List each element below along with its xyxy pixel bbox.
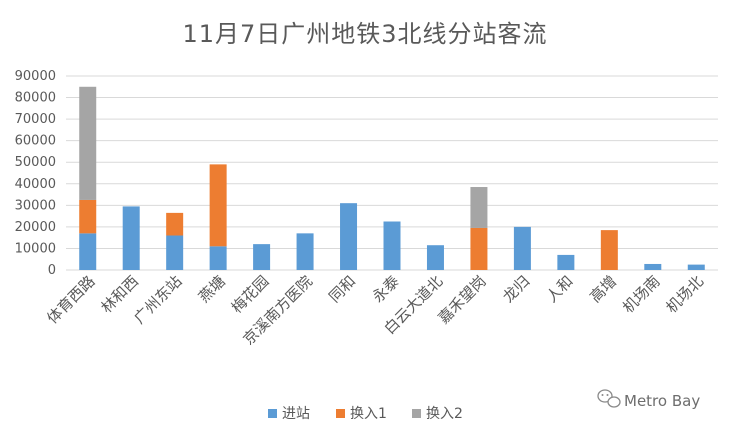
watermark: Metro Bay <box>597 389 700 410</box>
bar-segment <box>79 233 97 270</box>
bar-segment <box>557 254 575 270</box>
bar-segment <box>600 230 618 270</box>
bar-segment <box>513 226 531 270</box>
wechat-icon <box>597 389 621 408</box>
x-tick-label: 永泰 <box>369 272 403 306</box>
x-tick-label: 体育西路 <box>43 272 98 327</box>
x-tick-label: 人和 <box>543 272 577 306</box>
y-tick-label: 70000 <box>15 112 56 127</box>
x-tick-label: 广州东站 <box>130 272 185 327</box>
y-axis: 0 10000 20000 30000 40000 50000 60000 70000 8000… <box>15 69 56 278</box>
x-tick-label: 机场南 <box>619 272 664 317</box>
legend-swatch <box>412 409 421 418</box>
x-tick-label: 同和 <box>325 272 359 306</box>
legend-swatch <box>336 409 345 418</box>
bar-segment <box>296 233 314 270</box>
x-tick-label: 高增 <box>586 272 620 306</box>
bar-segment <box>383 221 401 270</box>
bar-segment <box>166 212 184 236</box>
y-tick-label: 80000 <box>15 91 56 106</box>
bar-segment <box>253 244 271 270</box>
legend-label: 进站 <box>282 406 310 422</box>
legend-label: 换入2 <box>426 405 463 422</box>
bar-segment <box>340 203 358 270</box>
bar-segment <box>209 246 227 270</box>
bar-segment <box>166 235 184 270</box>
legend-swatch <box>268 409 277 418</box>
bar-segment <box>470 227 488 270</box>
bar-segment <box>79 86 97 200</box>
x-tick-label: 嘉禾望岗 <box>435 272 490 327</box>
y-tick-label: 90000 <box>15 69 56 84</box>
bar-series <box>79 86 705 270</box>
bar-segment <box>426 245 444 270</box>
y-tick-label: 20000 <box>15 220 56 235</box>
bar-segment <box>470 187 488 228</box>
y-tick-label: 50000 <box>15 155 56 170</box>
bar-segment <box>687 264 705 270</box>
legend-label: 换入1 <box>350 405 387 422</box>
y-tick-label: 30000 <box>15 198 56 213</box>
y-tick-label: 60000 <box>15 134 56 149</box>
y-tick-label: 40000 <box>15 177 56 192</box>
watermark-label: Metro Bay <box>624 392 700 410</box>
x-tick-label: 龙归 <box>499 272 533 306</box>
bar-segment <box>79 199 97 234</box>
chart-title: 11月7日广州地铁3北线分站客流 <box>182 20 547 48</box>
y-tick-label: 0 <box>48 263 56 278</box>
bar-segment <box>122 206 140 270</box>
legend: 进站 换入1 换入2 <box>268 405 463 422</box>
bar-segment <box>209 164 227 247</box>
x-tick-label: 机场北 <box>663 272 708 317</box>
x-tick-label: 燕塘 <box>195 272 229 306</box>
bar-segment <box>644 263 662 270</box>
y-tick-label: 10000 <box>15 241 56 256</box>
x-axis: 体育西路林和西广州东站 燕塘梅花园京溪南方医院 同和 永泰白云大道北嘉禾望岗 龙归 人和高… <box>43 272 707 348</box>
